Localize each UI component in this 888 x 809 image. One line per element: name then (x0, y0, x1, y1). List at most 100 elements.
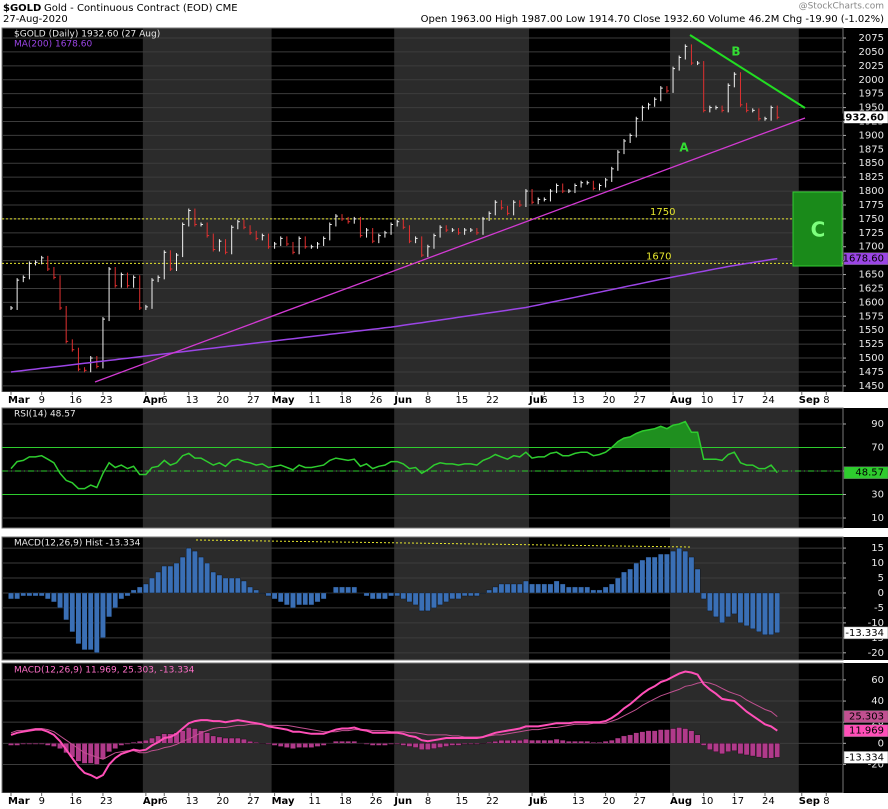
x-tick-label: Mar (8, 796, 30, 807)
histogram-bar (327, 743, 333, 744)
y-tick-label: 2050 (859, 47, 884, 58)
overbought-area (611, 421, 702, 448)
series-line (10, 257, 778, 373)
histogram-bar (535, 583, 541, 594)
annotation: B (731, 45, 740, 59)
histogram-bar (486, 742, 492, 744)
x-tick-label: Sep (799, 796, 820, 807)
x-tick-label: Aug (670, 395, 692, 406)
x-tick-label: 8 (823, 796, 829, 807)
value-label: 11.969 (849, 726, 884, 737)
month-band (142, 663, 272, 793)
x-tick-label: Aug (670, 796, 692, 807)
histogram-bar (559, 740, 566, 744)
histogram-bar (523, 738, 529, 744)
histogram-bar (645, 556, 652, 594)
histogram-bar (32, 743, 39, 745)
x-tick-label: 22 (486, 796, 499, 807)
histogram-bar (700, 592, 707, 600)
histogram-bar (676, 727, 682, 744)
histogram-bar (670, 728, 676, 744)
histogram-bar (658, 553, 664, 594)
y-tick-label: 1850 (859, 158, 884, 169)
histogram-bar (179, 730, 186, 744)
x-tick-label: Jun (393, 395, 412, 406)
y-tick-label: -5 (874, 603, 884, 614)
histogram-bar (345, 586, 351, 594)
y-tick-label: 1650 (859, 270, 884, 281)
histogram-bar (376, 592, 382, 600)
histogram-bar (26, 743, 33, 745)
histogram-bar (81, 592, 88, 650)
histogram-bar (510, 583, 517, 594)
histogram-bar (75, 743, 82, 762)
histogram-bar (467, 592, 474, 597)
y-tick-label: 15 (871, 543, 884, 554)
histogram-bar (136, 741, 143, 744)
y-tick-label: 1750 (859, 214, 884, 225)
value-label: -13.334 (845, 752, 884, 763)
y-tick-label: 1950 (859, 103, 884, 114)
histogram-bar (204, 562, 210, 594)
month-band (670, 663, 799, 793)
histogram-bar (296, 592, 302, 606)
histogram-bar (394, 592, 400, 597)
x-tick-label: 26 (370, 395, 383, 406)
histogram-bar (719, 743, 725, 755)
histogram-bar (621, 571, 627, 594)
date: 27-Aug-2020 (3, 14, 68, 25)
histogram-bar (241, 738, 247, 744)
y-tick-label: 1625 (859, 283, 884, 294)
histogram-bar (645, 730, 652, 744)
histogram-bar (627, 568, 633, 594)
x-tick-label: 27 (633, 796, 646, 807)
value-label-box (843, 710, 888, 723)
x-tick-label: 11 (308, 796, 321, 807)
x-tick-label: 20 (603, 796, 616, 807)
histogram-bar (762, 592, 768, 636)
histogram-bar (277, 592, 284, 603)
x-tick-label: 23 (100, 395, 113, 406)
resistance-trendline (689, 34, 806, 109)
y-tick-label: 1775 (859, 200, 884, 211)
histogram-bar (106, 743, 112, 752)
histogram-bar (731, 592, 738, 615)
histogram-bar (130, 589, 137, 594)
histogram-bar (130, 742, 137, 744)
x-tick-label: 13 (572, 796, 585, 807)
histogram-bar (431, 743, 437, 749)
histogram-bar (676, 547, 682, 594)
histogram-bar (228, 737, 235, 744)
target-box (792, 191, 843, 267)
histogram-bar (578, 741, 584, 744)
y-tick-label: 1600 (859, 297, 884, 308)
histogram-bar (8, 592, 14, 600)
y-tick-label: 90 (871, 419, 884, 430)
histogram-bar (731, 743, 738, 751)
histogram-bar (161, 565, 167, 594)
histogram-bar (572, 586, 578, 594)
horizontal-line-label: 1670 (646, 251, 671, 262)
histogram-bar (547, 740, 554, 744)
histogram-bar (584, 586, 590, 594)
histogram-bar (602, 741, 609, 744)
histogram-bar (94, 743, 100, 765)
histogram-bar (608, 583, 615, 594)
histogram-bar (590, 742, 597, 744)
x-tick-label: 22 (486, 395, 499, 406)
histogram-bar (320, 743, 327, 746)
histogram-bar (707, 743, 713, 750)
month-band (394, 28, 530, 392)
x-tick-label: 18 (339, 395, 352, 406)
month-band (670, 408, 799, 528)
y-tick-label: -20 (868, 648, 884, 659)
x-tick-label: 8 (425, 796, 431, 807)
histogram-bar (639, 731, 646, 744)
histogram-bar (290, 743, 296, 749)
y-tick-label: 1875 (859, 144, 884, 155)
histogram-bar (529, 583, 535, 594)
histogram-bar (198, 556, 204, 594)
histogram-bar (749, 592, 756, 630)
x-tick-label: 18 (339, 796, 352, 807)
histogram-bar (725, 743, 731, 752)
